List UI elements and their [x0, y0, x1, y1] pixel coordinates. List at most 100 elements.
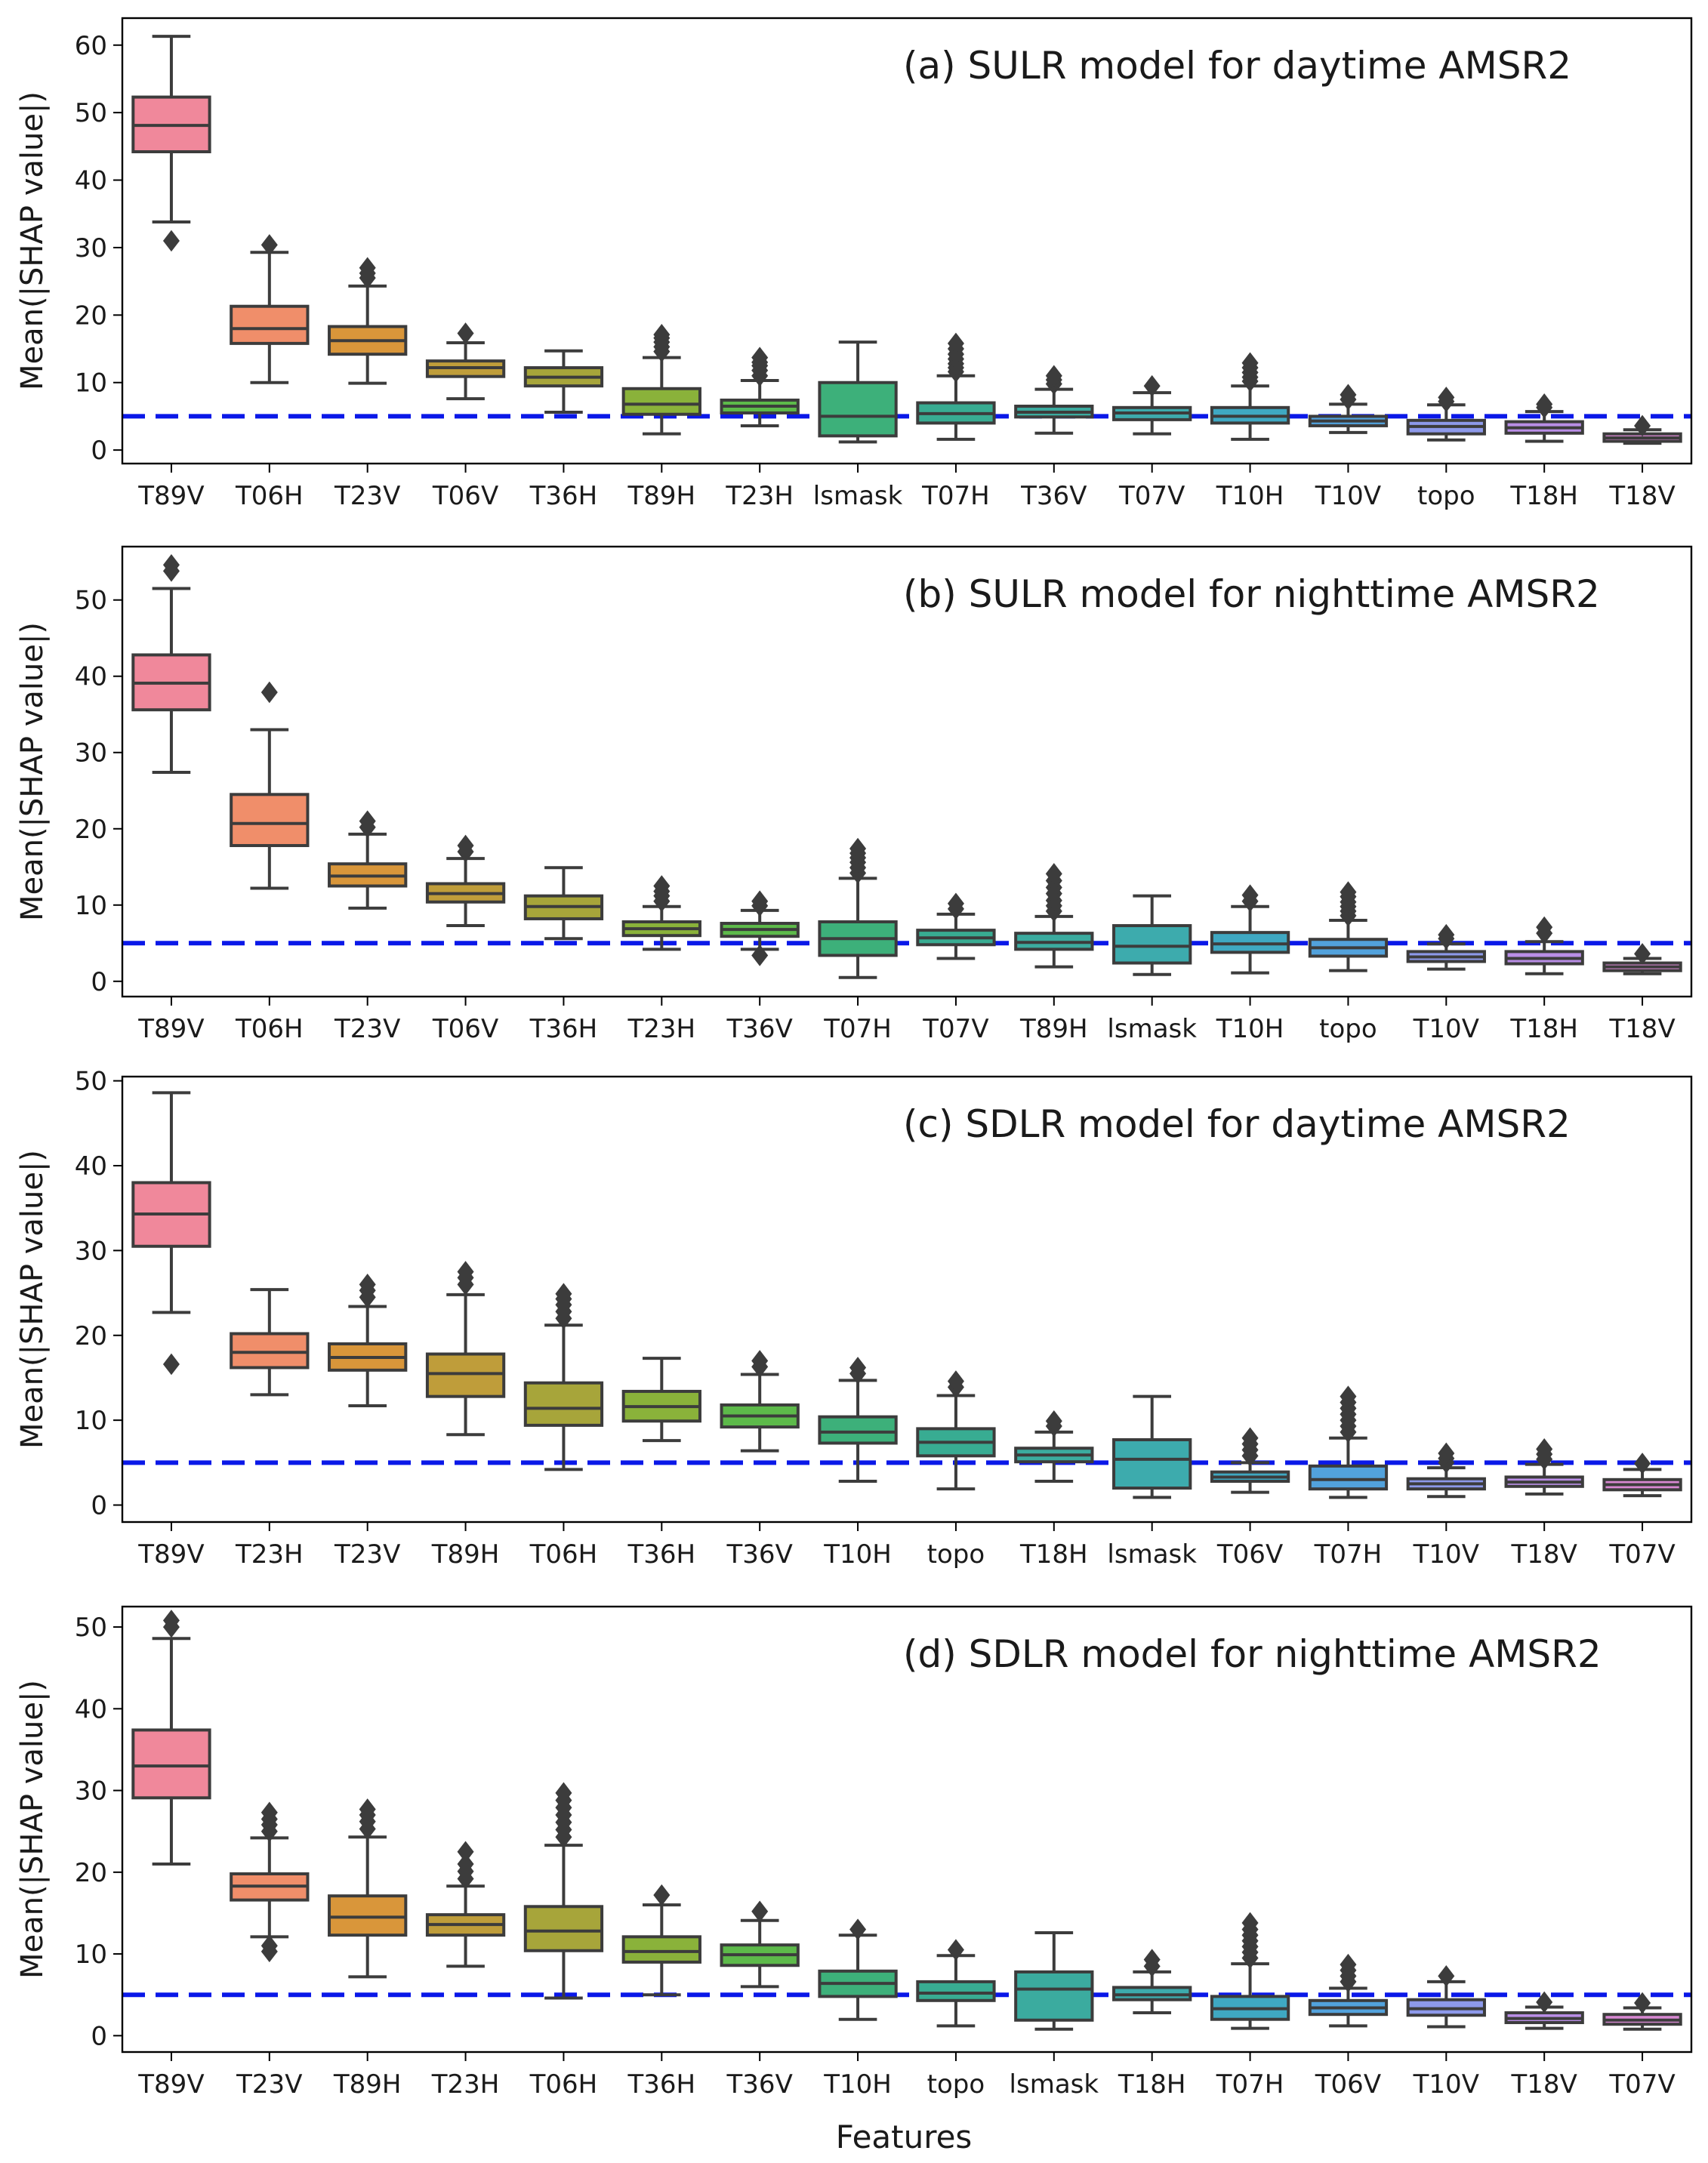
x-tick-label: T18H [1509, 481, 1578, 511]
box-t18v [1504, 1991, 1584, 2030]
outlier-point [1143, 1949, 1161, 1970]
x-tick-label: T06V [1216, 1539, 1283, 1570]
y-tick-label: 30 [75, 738, 107, 769]
box-t06v [1210, 1427, 1290, 1494]
y-tick-label: 20 [75, 1858, 107, 1888]
outlier-point [162, 1610, 180, 1631]
box-t89h [328, 1798, 408, 1979]
x-tick-label: T06V [432, 1014, 498, 1044]
y-tick-label: 0 [91, 1491, 107, 1521]
x-tick-label: T23H [725, 481, 794, 511]
x-tick-label: lsmask [1107, 1014, 1197, 1044]
y-tick-label: 20 [75, 1321, 107, 1351]
box-t07v [1602, 1992, 1682, 2031]
x-tick-label: T06H [235, 1014, 304, 1044]
box-t18v [1602, 943, 1682, 975]
box-iqr [818, 1415, 898, 1445]
outlier-point [947, 892, 964, 915]
box-t36v [720, 1900, 800, 1989]
x-tick-label: topo [1319, 1014, 1377, 1044]
box-lsmask [818, 340, 898, 444]
outlier-point [162, 230, 180, 252]
x-tick-label: T10H [1216, 1014, 1284, 1044]
box-t18h [1014, 1410, 1094, 1484]
y-tick-label: 60 [75, 31, 107, 61]
y-tick-label: 30 [75, 233, 107, 263]
x-tick-label: T07V [1608, 1539, 1675, 1570]
x-tick-label: T89V [137, 2069, 204, 2100]
outlier-point [1438, 1965, 1455, 1987]
x-tick-label: topo [927, 2069, 985, 2100]
box-t10v [1308, 384, 1389, 434]
outlier-point [1634, 1453, 1651, 1474]
x-tick-label: T36V [726, 1539, 793, 1570]
x-tick-label: T07H [823, 1014, 892, 1044]
x-tick-label: T18V [1511, 1539, 1577, 1570]
outlier-point [555, 1782, 572, 1804]
outlier-point [261, 1801, 278, 1824]
box-topo [1308, 881, 1389, 972]
box-t18h [1112, 1949, 1192, 2015]
box-iqr [230, 1332, 310, 1370]
box-t89v [131, 1091, 211, 1376]
outlier-point [1634, 1992, 1651, 2014]
x-tick-label: lsmask [1010, 2069, 1099, 2100]
outlier-point [1536, 916, 1553, 938]
box-t06h [523, 1283, 604, 1471]
y-tick-label: 50 [75, 98, 107, 128]
x-tick-label: T36H [627, 2069, 696, 2100]
box-t23v [328, 257, 408, 385]
y-tick-label: 20 [75, 300, 107, 331]
outlier-point [261, 234, 278, 256]
outlier-point [555, 1283, 572, 1305]
box-iqr [230, 793, 310, 847]
outlier-point [1438, 1442, 1455, 1465]
box-t06h [230, 681, 310, 890]
y-tick-label: 0 [91, 436, 107, 466]
x-tick-label: T18V [1608, 481, 1675, 511]
outlier-point [359, 810, 376, 832]
box-t89v [131, 553, 211, 775]
box-t36h [523, 866, 604, 941]
box-t36h [621, 1884, 701, 1997]
outlier-point [359, 1274, 376, 1296]
y-tick-label: 10 [75, 368, 107, 399]
outlier-point [457, 1841, 474, 1863]
outlier-point [1340, 384, 1357, 406]
x-tick-label: T06V [1315, 2069, 1381, 2100]
y-axis-label: Mean(|SHAP value|) [15, 1680, 50, 1979]
box-t89h [425, 1261, 506, 1437]
box-t07v [916, 892, 996, 960]
outlier-point [751, 347, 769, 368]
box-lsmask [1014, 1930, 1094, 2031]
outlier-point [162, 1353, 180, 1376]
x-tick-label: topo [1417, 481, 1475, 511]
outlier-point [751, 944, 769, 966]
panel-title: (c) SDLR model for daytime AMSR2 [903, 1102, 1571, 1146]
x-tick-label: T89V [137, 481, 204, 511]
panel-b: 0 10 20 30 40 50 T89V T06H T23V T06V T36H T23H T36V T… [15, 545, 1693, 1044]
outlier-point [457, 1261, 474, 1283]
outlier-point [751, 1350, 769, 1372]
plot-frame [121, 17, 1693, 465]
box-t10h [1210, 884, 1290, 975]
box-iqr [1112, 1437, 1192, 1490]
box-t07h [916, 332, 996, 441]
box-topo [1406, 387, 1486, 442]
box-t07h [818, 837, 898, 979]
panel-title: (d) SDLR model for nighttime AMSR2 [903, 1632, 1602, 1676]
box-t07h [1210, 1912, 1290, 2030]
box-t23v [230, 1801, 310, 1963]
box-t10v [1406, 1442, 1486, 1499]
y-tick-label: 50 [75, 1613, 107, 1643]
box-t10v [1406, 923, 1486, 971]
x-tick-label: T23V [334, 1539, 400, 1570]
box-t23v [328, 810, 408, 910]
x-tick-label: T10V [1413, 1014, 1479, 1044]
outlier-point [1634, 943, 1651, 965]
x-tick-label: lsmask [813, 481, 903, 511]
box-t36v [1014, 365, 1094, 435]
box-t89h [621, 323, 701, 436]
x-tick-label: T89V [137, 1539, 204, 1570]
panel-d: 0 10 20 30 40 50 T89V T23V T89H T23H T06H T36H T36V T… [15, 1605, 1693, 2100]
